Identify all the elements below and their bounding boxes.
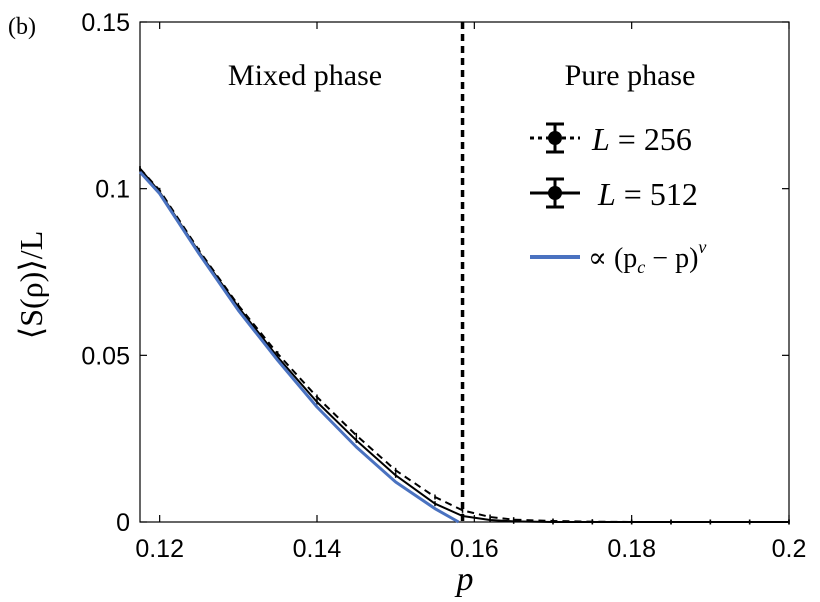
legend: L = 256 L = 512 ∝ (pc − p)ν — [530, 121, 706, 277]
legend-l512-value: 512 — [650, 176, 698, 212]
series-line-0 — [139, 167, 789, 523]
legend-fit-sup: ν — [698, 237, 706, 257]
legend-l512-label: L = 512 — [597, 176, 698, 212]
x-tick-label-3: 0.18 — [607, 535, 656, 563]
y-axis-label: ⟨S(ρ)⟩/L — [13, 231, 49, 339]
x-tick-label-0: 0.12 — [135, 535, 184, 563]
legend-l256-var: L — [591, 121, 610, 157]
legend-l512-marker — [548, 186, 562, 200]
y-tick-label-2: 0.1 — [95, 176, 130, 204]
x-axis-label: p — [455, 561, 474, 598]
axes-frame — [139, 21, 790, 523]
legend-fit-label: ∝ (pc − p)ν — [588, 237, 706, 277]
tick-labels: 0.12 0.14 0.16 0.18 0.2 0 0.05 0.1 0.15 — [81, 9, 806, 563]
legend-item-l256: L = 256 — [530, 121, 692, 157]
plot-area — [139, 21, 790, 523]
x-tick-label-2: 0.16 — [450, 535, 499, 563]
legend-item-fit: ∝ (pc − p)ν — [530, 237, 706, 277]
legend-l256-value: 256 — [644, 121, 692, 157]
legend-fit-mid: − p) — [645, 243, 698, 274]
region-label-mixed: Mixed phase — [228, 59, 382, 92]
legend-fit-sub: c — [637, 257, 645, 277]
region-label-pure: Pure phase — [565, 59, 696, 92]
legend-l256-eq: = — [610, 121, 644, 157]
legend-l256-label: L = 256 — [591, 121, 692, 157]
x-tick-label-1: 0.14 — [293, 535, 342, 563]
series-layer — [138, 166, 790, 525]
x-tick-label-4: 0.2 — [772, 535, 807, 563]
y-tick-label-1: 0.05 — [81, 342, 130, 370]
legend-item-l512: L = 512 — [530, 176, 698, 212]
y-tick-label-0: 0 — [116, 509, 130, 537]
legend-l512-var: L — [597, 176, 616, 212]
legend-l256-marker — [548, 131, 562, 145]
y-tick-label-3: 0.15 — [81, 9, 130, 37]
series-line-1 — [139, 168, 789, 523]
legend-fit-prefix: ∝ (p — [588, 243, 637, 274]
panel-label: (b) — [8, 14, 36, 40]
series-line-2 — [138, 170, 460, 524]
legend-l512-eq: = — [616, 176, 650, 212]
